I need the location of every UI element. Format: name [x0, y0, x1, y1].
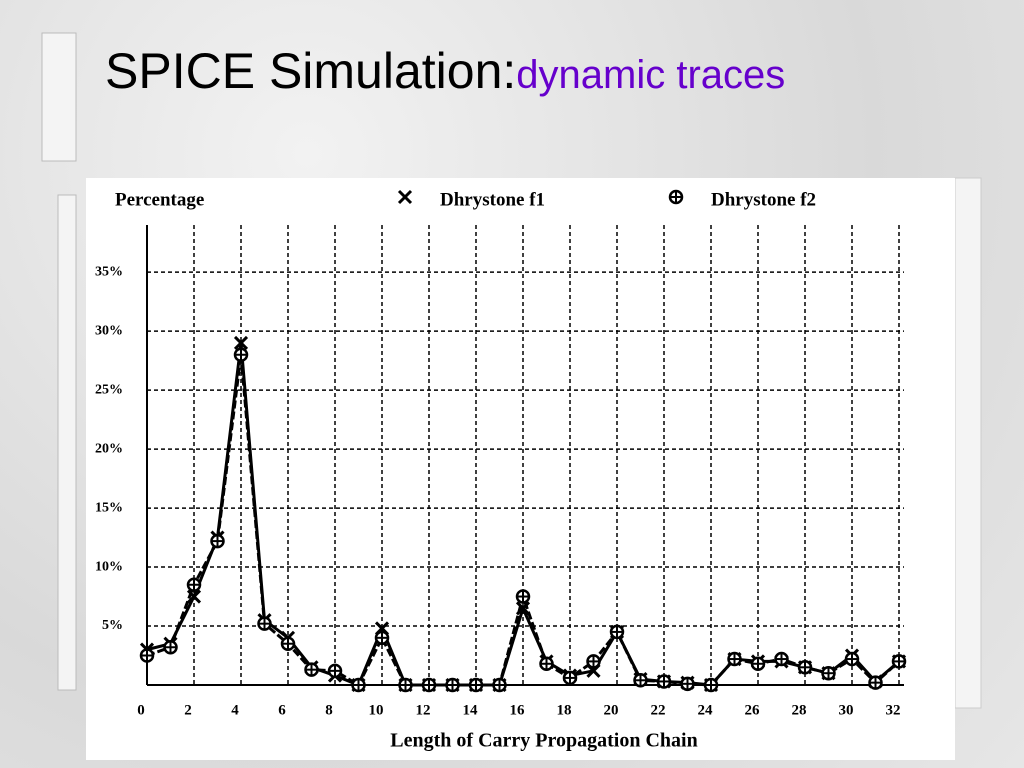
legend-label: Dhrystone f1 [440, 189, 545, 210]
data-point [468, 677, 484, 693]
x-tick-label: 14 [463, 702, 479, 718]
data-point [562, 670, 578, 686]
decoration [57, 194, 77, 691]
legend-marker [668, 189, 684, 205]
data-point [515, 589, 531, 604]
decoration [41, 32, 77, 162]
x-tick-label: 22 [651, 702, 666, 718]
marker-stroke [397, 189, 413, 205]
decoration [954, 177, 982, 709]
data-point [703, 677, 719, 693]
x-tick-label: 32 [886, 702, 901, 718]
data-point [844, 651, 860, 667]
x-tick-label: 6 [278, 702, 286, 718]
data-point [163, 640, 178, 655]
data-point [633, 673, 648, 688]
y-tick-label: 10% [95, 559, 123, 574]
slide-subtitle: dynamic traces [516, 53, 786, 97]
data-point [233, 347, 249, 362]
data-point [445, 677, 460, 693]
data-point [374, 630, 390, 646]
x-tick-label: 28 [792, 702, 807, 718]
x-tick-label: 0 [137, 702, 145, 718]
data-point [891, 654, 907, 669]
data-point [186, 577, 202, 592]
marker-stroke [186, 589, 202, 604]
data-point [797, 660, 813, 675]
data-point [492, 677, 507, 693]
y-tick-label: 5% [102, 618, 123, 633]
data-point [680, 676, 695, 692]
x-tick-label: 16 [510, 702, 526, 718]
x-tick-label: 30 [839, 702, 854, 718]
x-tick-label: 10 [369, 702, 384, 718]
y-tick-label: 15% [95, 500, 123, 515]
marker-stroke [233, 335, 249, 351]
y-tick-label: 30% [95, 323, 123, 338]
x-tick-label: 18 [557, 702, 572, 718]
x-tick-label: 12 [416, 702, 431, 718]
y-tick-label: 20% [95, 441, 123, 456]
data-point [868, 675, 883, 690]
y-tick-label: 25% [95, 382, 123, 397]
data-point [351, 677, 366, 693]
x-axis-label: Length of Carry Propagation Chain [390, 730, 697, 752]
data-point [586, 654, 601, 669]
slide-heading: SPICE Simulation:dynamic traces [105, 40, 825, 115]
x-tick-label: 2 [184, 702, 192, 718]
data-point [398, 677, 413, 693]
legend-marker [397, 189, 413, 205]
x-tick-label: 24 [698, 702, 714, 718]
slide-title: SPICE Simulation: [105, 43, 517, 99]
data-point [656, 674, 672, 689]
x-tick-label: 26 [745, 702, 761, 718]
x-tick-label: 8 [325, 702, 333, 718]
data-point [421, 677, 437, 693]
data-point [280, 636, 296, 651]
data-point [304, 662, 319, 677]
data-point [327, 663, 343, 679]
data-point [210, 533, 225, 549]
data-point [750, 656, 766, 672]
y-tick-label: 35% [95, 264, 123, 279]
data-point [727, 651, 742, 667]
data-point [539, 656, 554, 672]
y-axis-label: Percentage [115, 189, 204, 210]
x-tick-label: 20 [604, 702, 619, 718]
data-point [257, 616, 272, 631]
legend-label: Dhrystone f2 [711, 189, 816, 210]
data-point [609, 624, 625, 640]
data-point [139, 648, 155, 663]
x-tick-label: 4 [231, 702, 239, 718]
data-point [774, 651, 789, 667]
data-point [821, 665, 836, 681]
data-point [233, 335, 249, 351]
